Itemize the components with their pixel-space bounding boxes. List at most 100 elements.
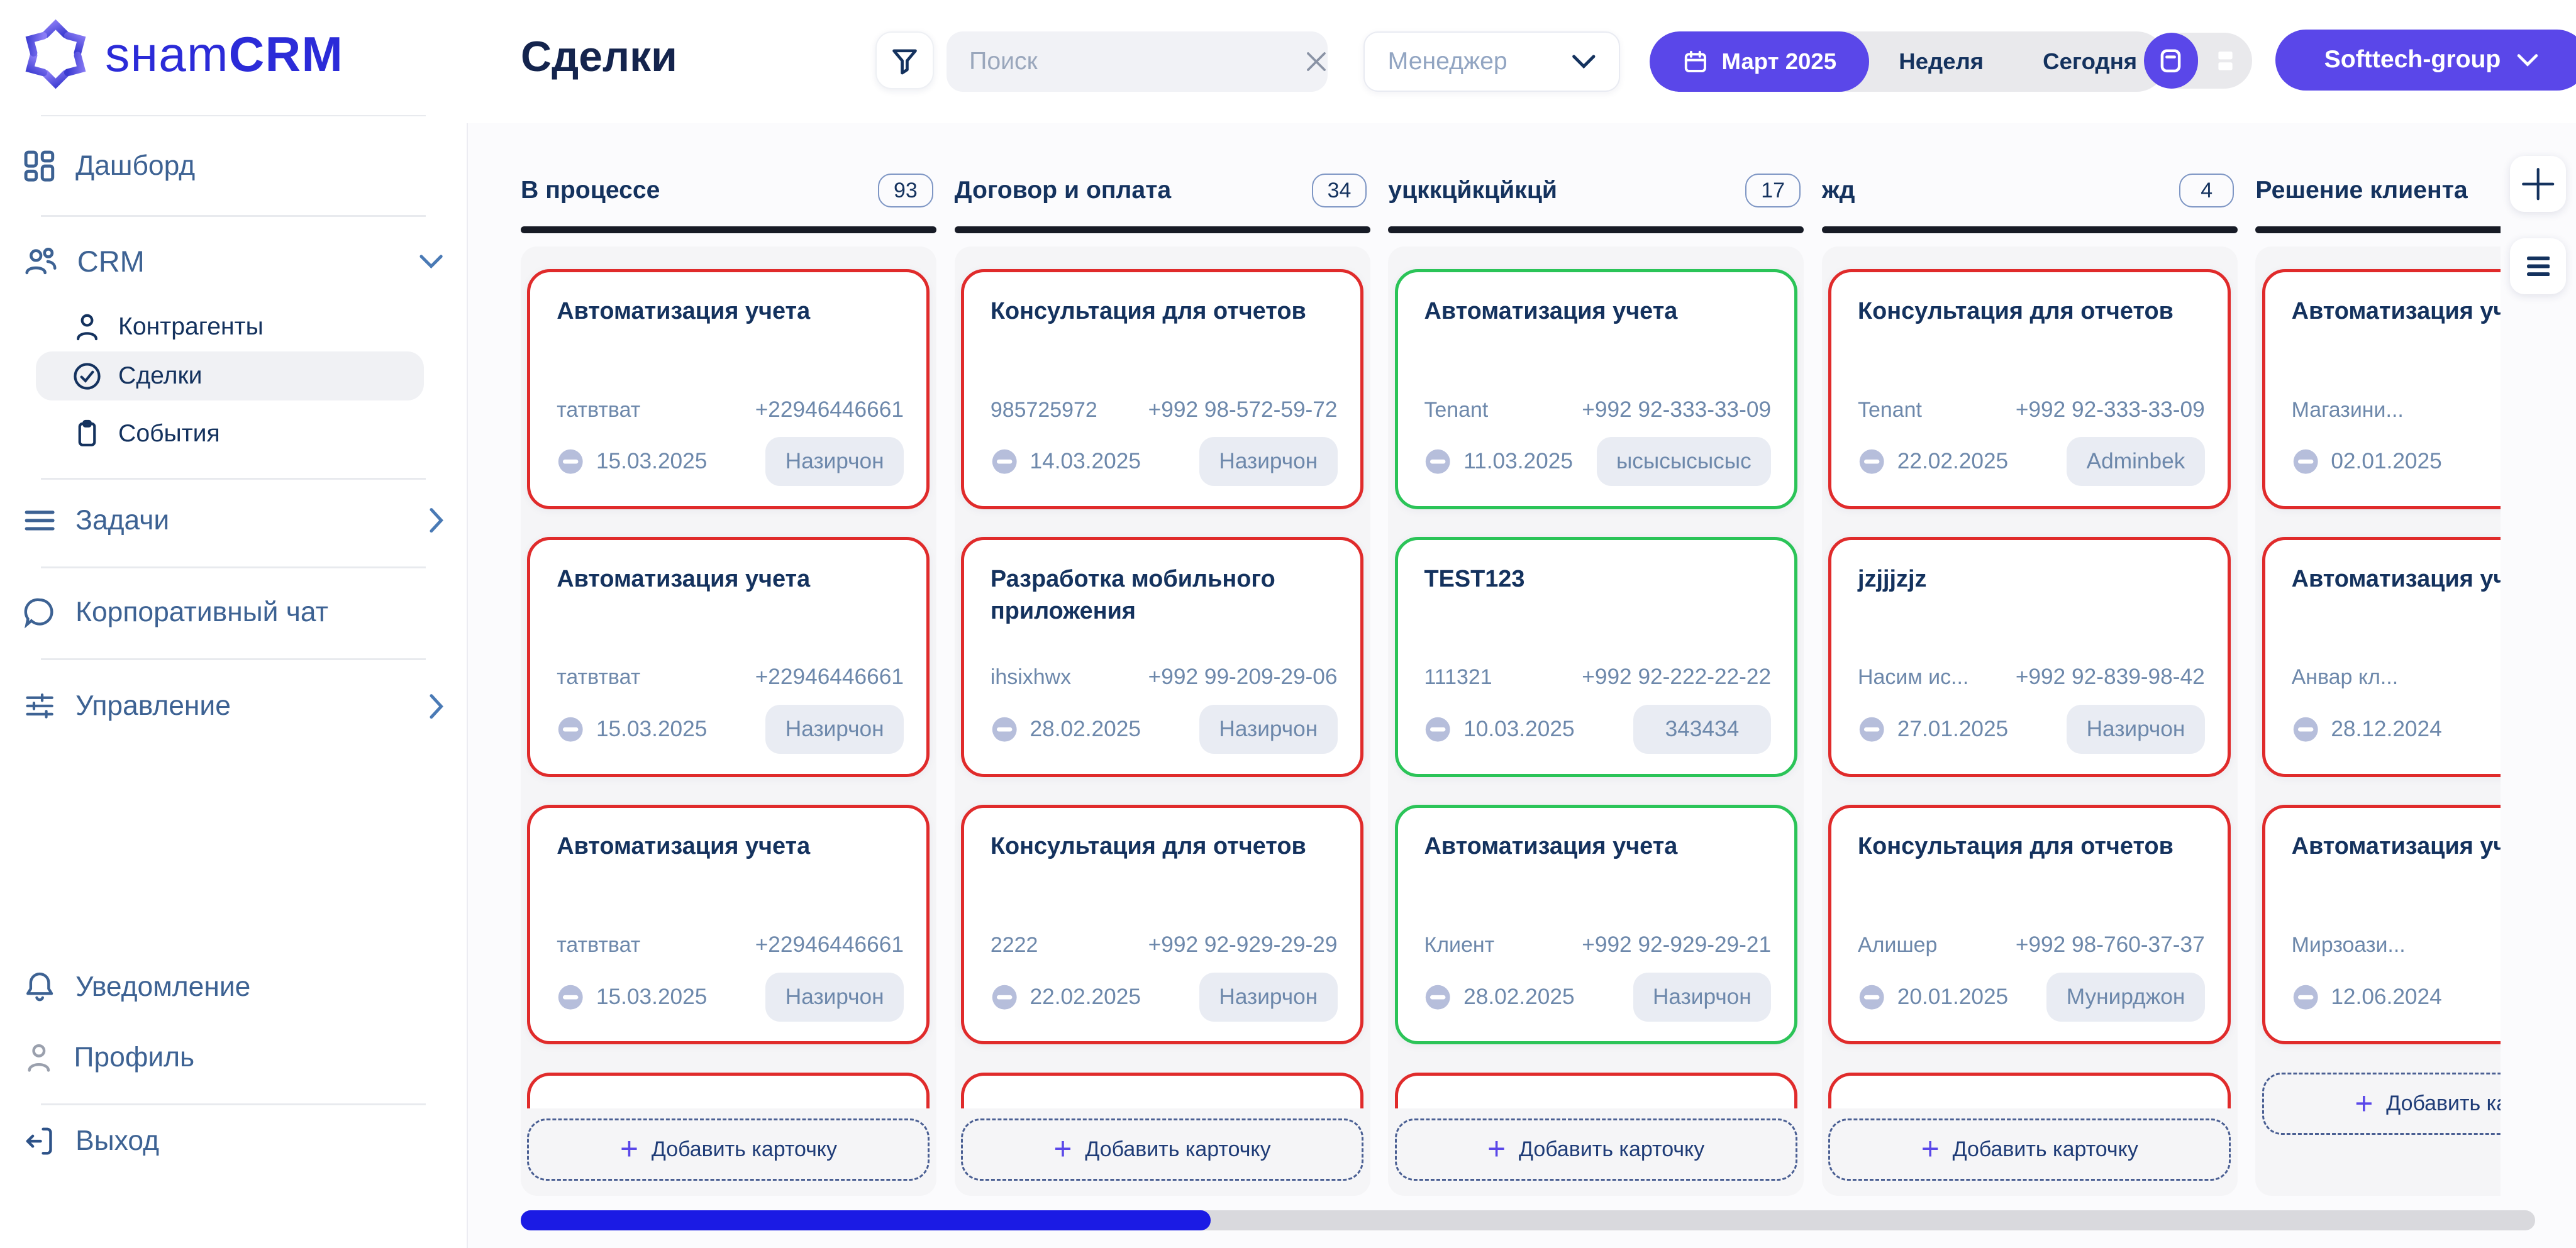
profile-icon [23, 1042, 55, 1073]
card-assignee-badge: Adminbek [2067, 437, 2205, 487]
deal-card[interactable]: Автоматизация учета татвтват +2294644666… [527, 269, 930, 509]
horizontal-scrollbar-thumb[interactable] [521, 1210, 1211, 1230]
sidebar-item-profile[interactable]: Профиль [23, 1030, 444, 1086]
add-card-button[interactable]: + Добавить карточку [1394, 1118, 1797, 1181]
clock-icon [1424, 448, 1452, 475]
column-count-badge: 93 [878, 174, 933, 207]
card-date: 28.02.2025 [1030, 716, 1141, 741]
week-button[interactable]: Неделя [1899, 48, 1984, 74]
card-client: Мирзоази... [2291, 933, 2406, 958]
sidebar-item-logout[interactable]: Выход [23, 1113, 444, 1169]
card-date: 15.03.2025 [596, 716, 708, 741]
app-logo[interactable]: sнamCRM [19, 16, 343, 92]
clock-icon [1858, 983, 1885, 1011]
search-input[interactable] [965, 46, 1293, 77]
deal-card[interactable]: Автоматизация учета татвтват +2294644666… [527, 537, 930, 777]
card-phone: +992 99-209-29-06 [1148, 665, 1338, 690]
board-menu-button[interactable] [2510, 238, 2567, 294]
today-button[interactable]: Сегодня [2043, 48, 2138, 74]
dashboard-icon [23, 150, 56, 182]
card-client: Tenant [1858, 397, 1922, 422]
plus-icon: + [1487, 1131, 1506, 1167]
card-date: 15.03.2025 [596, 449, 708, 474]
sidebar-item-tasks[interactable]: Задачи [23, 493, 444, 549]
sidebar-item-deals[interactable]: Сделки [36, 351, 424, 401]
clear-search-icon[interactable] [1306, 51, 1327, 72]
hamburger-icon [2526, 256, 2550, 276]
deal-card[interactable]: Консультация для отчетов 2222 +992 92-92… [961, 804, 1364, 1045]
card-client: Насим ис... [1858, 665, 1969, 690]
deal-card[interactable]: jzjjjzjz Насим ис... +992 92-839-98-42 2… [1828, 537, 2231, 777]
deal-card[interactable]: Автоматизация учета Анвар кл... +99 28.1… [2262, 537, 2501, 777]
kanban-view-button[interactable] [2143, 33, 2199, 89]
topbar: Сделки Менеджер [466, 0, 2576, 123]
clock-icon [2292, 715, 2319, 743]
add-card-label: Добавить карточку [1952, 1137, 2138, 1161]
sidebar-item-events[interactable]: События [72, 409, 443, 458]
card-client: Клиент [1424, 933, 1495, 958]
add-card-button[interactable]: + Добавить карточку [1828, 1118, 2231, 1181]
column-title: Решение клиента [2255, 177, 2468, 204]
chat-bubble-icon [23, 596, 56, 629]
sliders-icon [23, 690, 56, 722]
add-card-label: Добавить карточку [2386, 1091, 2501, 1115]
card-assignee-badge: Мунирджон [2046, 972, 2205, 1022]
divider [41, 1103, 426, 1105]
sidebar-item-crm[interactable]: CRM [23, 233, 444, 289]
column-title: В процессе [521, 177, 660, 204]
peeking-card[interactable] [527, 1072, 930, 1108]
column-title: Договор и оплата [954, 177, 1172, 204]
horizontal-scrollbar-track[interactable] [521, 1210, 2535, 1230]
deal-card[interactable]: Разработка мобильного приложения ihsixhw… [961, 537, 1364, 777]
plus-icon: + [1921, 1131, 1940, 1167]
add-column-button[interactable] [2510, 156, 2567, 212]
peeking-card[interactable] [1828, 1072, 2231, 1108]
clock-icon [991, 983, 1018, 1011]
column-title: уцккцйкцйкцй [1388, 177, 1558, 204]
deal-card[interactable]: TEST123 111321 +992 92-222-22-22 10.03.2… [1394, 537, 1797, 777]
card-date: 22.02.2025 [1030, 984, 1141, 1009]
card-phone: +22946446661 [755, 397, 904, 422]
deal-card[interactable]: Автоматизация учета Tenant +992 92-333-3… [1394, 269, 1797, 509]
column-body: Консультация для отчетов Tenant +992 92-… [1821, 246, 2238, 1196]
sidebar-item-notifications[interactable]: Уведомление [23, 959, 444, 1015]
sidebar-item-dashboard[interactable]: Дашборд [23, 138, 444, 194]
deal-card[interactable]: Автоматизация учета Магазини... +992 02.… [2262, 269, 2501, 509]
deal-card[interactable]: Консультация для отчетов Tenant +992 92-… [1828, 269, 2231, 509]
peeking-card[interactable] [961, 1072, 1364, 1108]
person-icon [72, 312, 102, 341]
card-phone: +992 92-839-98-42 [2015, 665, 2205, 690]
filter-funnel-icon [890, 46, 919, 75]
card-date: 14.03.2025 [1030, 449, 1141, 474]
card-client: 2222 [990, 933, 1038, 958]
card-title: Автоматизация учета [1424, 833, 1678, 860]
list-icon [23, 507, 56, 534]
add-card-button[interactable]: + Добавить карточку [961, 1118, 1364, 1181]
divider [41, 114, 426, 117]
filter-button[interactable] [875, 31, 935, 90]
column-count-badge: 4 [2179, 174, 2235, 207]
month-button[interactable]: Март 2025 [1649, 31, 1870, 92]
add-card-button[interactable]: + Добавить карточку [2262, 1072, 2501, 1135]
divider [41, 658, 426, 661]
card-phone: +22946446661 [755, 665, 904, 690]
manager-select-value: Менеджер [1387, 47, 1507, 75]
sidebar-item-label: Корпоративный чат [75, 597, 328, 628]
card-title: Автоматизация учета [557, 565, 811, 592]
deal-card[interactable]: Автоматизация учета Клиент +992 92-929-2… [1394, 804, 1797, 1045]
card-assignee-badge: Назирчон [1199, 972, 1338, 1022]
card-date: 28.02.2025 [1463, 984, 1575, 1009]
sidebar-item-contractors[interactable]: Контрагенты [72, 302, 443, 351]
add-card-button[interactable]: + Добавить карточку [527, 1118, 930, 1181]
deal-card[interactable]: Консультация для отчетов Алишер +992 98-… [1828, 804, 2231, 1045]
deal-card[interactable]: Автоматизация учета Мирзоази... +992 12.… [2262, 804, 2501, 1045]
sidebar-item-management[interactable]: Управление [23, 678, 444, 734]
sidebar-item-corporate-chat[interactable]: Корпоративный чат [23, 585, 444, 641]
deal-card[interactable]: Консультация для отчетов 985725972 +992 … [961, 269, 1364, 509]
column-count-badge: 17 [1745, 174, 1801, 207]
grid-view-button[interactable] [2198, 33, 2252, 89]
peeking-card[interactable] [1394, 1072, 1797, 1108]
company-selector[interactable]: Softtech-group [2275, 30, 2576, 91]
manager-select[interactable]: Менеджер [1363, 31, 1620, 92]
deal-card[interactable]: Автоматизация учета татвтват +2294644666… [527, 804, 930, 1045]
